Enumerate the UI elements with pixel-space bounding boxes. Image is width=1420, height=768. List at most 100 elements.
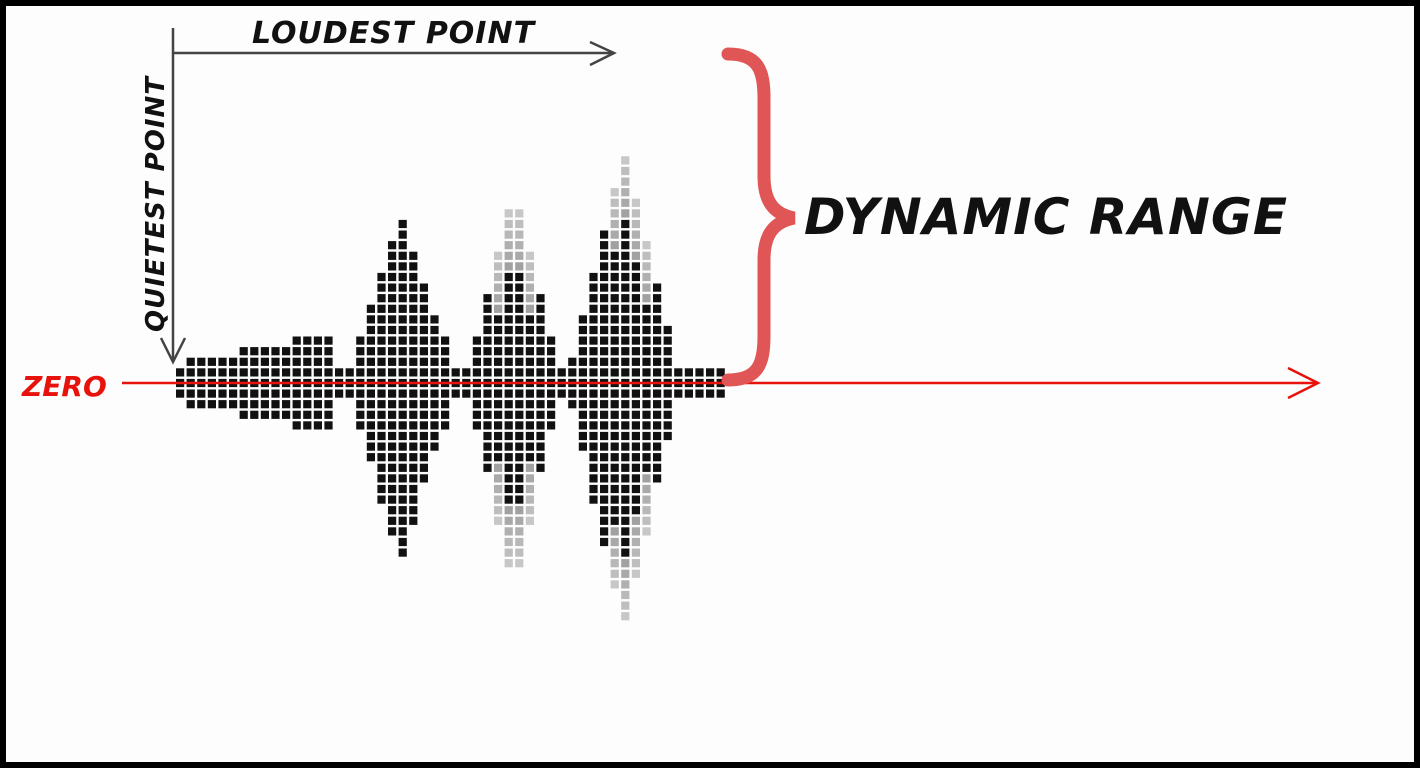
waveform-dot bbox=[716, 389, 725, 398]
waveform-dot bbox=[388, 484, 397, 494]
waveform-dot bbox=[589, 357, 598, 366]
waveform-dot bbox=[631, 506, 640, 515]
waveform-dot bbox=[525, 357, 534, 366]
waveform-dot bbox=[631, 272, 640, 282]
waveform-dot bbox=[525, 421, 534, 430]
waveform-dot bbox=[409, 516, 418, 525]
waveform-dot bbox=[303, 389, 312, 398]
waveform-dot bbox=[409, 251, 418, 260]
waveform-dot bbox=[568, 357, 577, 366]
waveform-dot bbox=[515, 230, 524, 239]
waveform-dot bbox=[621, 484, 630, 494]
waveform-dot bbox=[472, 389, 481, 398]
waveform-dot bbox=[631, 315, 640, 324]
waveform-dot bbox=[610, 569, 619, 578]
waveform-dot bbox=[536, 463, 545, 472]
waveform-dot bbox=[472, 421, 481, 430]
waveform-dot bbox=[610, 431, 619, 441]
waveform-dot bbox=[260, 368, 269, 377]
waveform-dot bbox=[610, 188, 619, 197]
waveform-dot bbox=[419, 368, 428, 377]
waveform-dot bbox=[186, 389, 195, 398]
waveform-dot bbox=[600, 421, 609, 430]
waveform-dot bbox=[366, 421, 375, 430]
waveform-dot bbox=[631, 262, 640, 271]
waveform-dot bbox=[610, 548, 619, 557]
waveform-dot bbox=[260, 400, 269, 409]
waveform-dot bbox=[600, 294, 609, 303]
waveform-dot bbox=[653, 463, 662, 472]
waveform-dot bbox=[409, 421, 418, 430]
waveform-dot bbox=[642, 421, 651, 430]
waveform-dot bbox=[388, 315, 397, 324]
waveform-dot bbox=[282, 400, 291, 409]
waveform-dot bbox=[462, 389, 471, 398]
waveform-dot bbox=[610, 559, 619, 568]
waveform-dot bbox=[377, 325, 386, 335]
waveform-dot bbox=[207, 357, 216, 366]
waveform-dot bbox=[483, 347, 492, 356]
waveform-dot bbox=[621, 527, 630, 536]
waveform-dot bbox=[653, 347, 662, 356]
waveform-dot bbox=[409, 442, 418, 451]
waveform-dot bbox=[335, 368, 344, 377]
waveform-dot bbox=[398, 219, 407, 229]
waveform-dot bbox=[366, 304, 375, 313]
loudest-point-arrow bbox=[173, 40, 617, 67]
dynamic-range-diagram: LOUDEST POINT QUIETEST POINT ZERO DYNAMI… bbox=[21, 16, 1321, 621]
waveform-dot bbox=[430, 368, 439, 377]
waveform-dot bbox=[631, 537, 640, 547]
waveform-dot bbox=[621, 474, 630, 483]
waveform-dot bbox=[631, 294, 640, 303]
waveform-dot bbox=[494, 347, 503, 356]
waveform-dot bbox=[515, 548, 524, 557]
waveform-dot bbox=[525, 516, 534, 525]
waveform-dot bbox=[621, 325, 630, 335]
waveform-dot bbox=[621, 283, 630, 292]
waveform-dot bbox=[504, 453, 513, 462]
waveform-dot bbox=[515, 484, 524, 494]
waveform-dot bbox=[356, 368, 365, 377]
waveform-dot bbox=[525, 389, 534, 398]
waveform-dot bbox=[388, 347, 397, 356]
zero-label: ZERO bbox=[21, 370, 107, 403]
dynamic-range-label: DYNAMIC RANGE bbox=[804, 188, 1288, 246]
waveform-dot bbox=[642, 495, 651, 504]
waveform-dot bbox=[419, 347, 428, 356]
waveform-dot bbox=[472, 400, 481, 409]
waveform-dot bbox=[621, 569, 630, 578]
waveform-dot bbox=[409, 484, 418, 494]
waveform-dot bbox=[388, 294, 397, 303]
waveform-dot bbox=[536, 315, 545, 324]
waveform-dot bbox=[324, 389, 333, 398]
waveform-dot bbox=[621, 453, 630, 462]
waveform-dot bbox=[260, 347, 269, 356]
waveform-dot bbox=[631, 442, 640, 451]
waveform-dot bbox=[271, 357, 280, 366]
waveform-dot bbox=[610, 474, 619, 483]
waveform-dot bbox=[335, 389, 344, 398]
waveform-dot bbox=[398, 453, 407, 462]
waveform-dot bbox=[610, 357, 619, 366]
waveform-dot bbox=[504, 368, 513, 377]
waveform-dot bbox=[494, 495, 503, 504]
waveform-dot bbox=[239, 389, 248, 398]
waveform-dot bbox=[356, 421, 365, 430]
waveform-dot bbox=[239, 347, 248, 356]
waveform-dot bbox=[398, 442, 407, 451]
waveform-dot bbox=[525, 336, 534, 345]
waveform-dot bbox=[207, 368, 216, 377]
waveform-dot bbox=[610, 527, 619, 536]
waveform-dot bbox=[388, 325, 397, 335]
waveform-dot bbox=[610, 241, 619, 250]
waveform-dot bbox=[377, 474, 386, 483]
waveform-dot bbox=[472, 336, 481, 345]
waveform-dot bbox=[695, 389, 704, 398]
waveform-dot bbox=[515, 368, 524, 377]
waveform-dot bbox=[515, 474, 524, 483]
waveform-dot bbox=[292, 336, 301, 345]
waveform-dot bbox=[653, 431, 662, 441]
waveform-dot bbox=[218, 357, 227, 366]
waveform-dot bbox=[398, 495, 407, 504]
waveform-dot bbox=[409, 294, 418, 303]
